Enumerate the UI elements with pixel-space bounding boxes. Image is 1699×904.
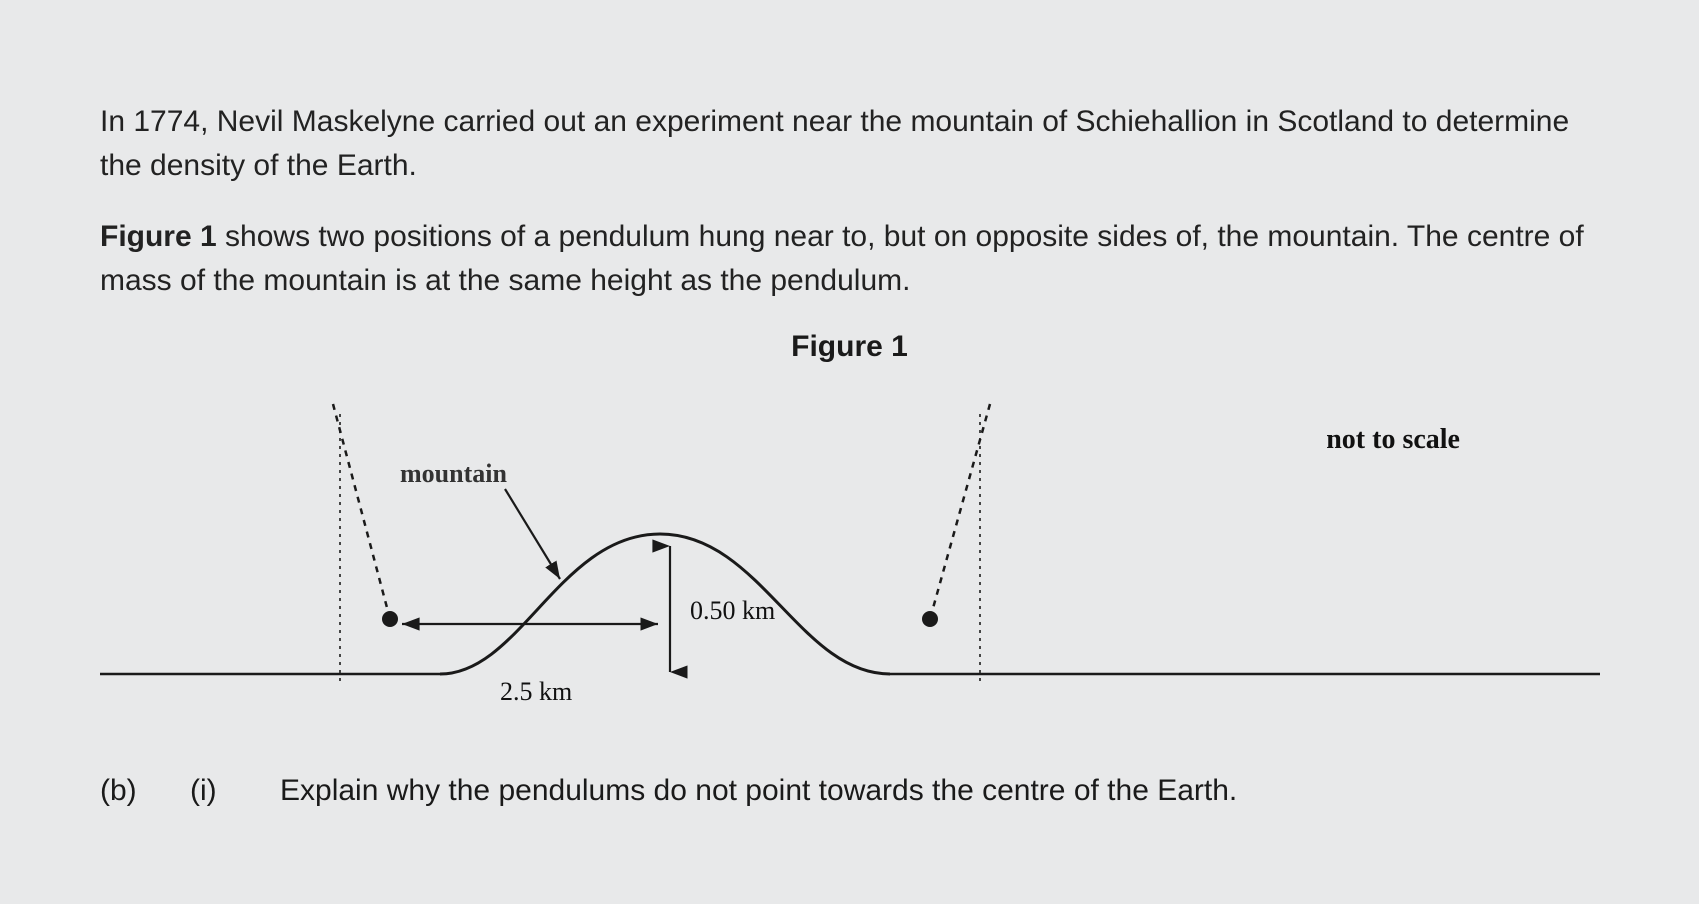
- question-part-label: (b): [100, 774, 150, 808]
- right-pendulum-string: [930, 404, 990, 619]
- figure-diagram: not to scale mountain 0.50 km 2.5 km: [100, 384, 1600, 744]
- figure-title: Figure 1: [100, 330, 1599, 364]
- mountain-pointer-arrow: [505, 489, 560, 579]
- left-pendulum-bob: [382, 611, 398, 627]
- question-row: (b) (i) Explain why the pendulums do not…: [100, 774, 1599, 808]
- width-label: 2.5 km: [500, 677, 572, 707]
- mountain-label: mountain: [400, 459, 507, 489]
- scale-note: not to scale: [1326, 424, 1460, 456]
- paragraph-2-rest: shows two positions of a pendulum hung n…: [100, 220, 1584, 297]
- intro-paragraph-1: In 1774, Nevil Maskelyne carried out an …: [100, 100, 1599, 187]
- question-sub-label: (i): [190, 774, 240, 808]
- mountain-outline: [440, 534, 890, 674]
- left-pendulum-string: [333, 404, 390, 619]
- intro-paragraph-2: Figure 1 shows two positions of a pendul…: [100, 215, 1599, 302]
- figure-ref: Figure 1: [100, 220, 217, 253]
- question-text: Explain why the pendulums do not point t…: [280, 774, 1237, 808]
- height-label: 0.50 km: [690, 596, 775, 626]
- right-pendulum-bob: [922, 611, 938, 627]
